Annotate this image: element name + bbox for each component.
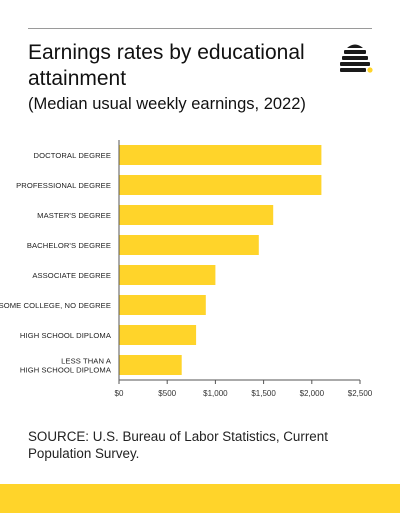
x-tick-label: $0	[115, 389, 124, 398]
x-tick-label: $2,500	[348, 389, 373, 398]
bar-chart: DOCTORAL DEGREE PROFESSIONAL DEGREE MASTER…	[0, 140, 373, 398]
bar	[119, 205, 274, 225]
bar	[119, 175, 322, 195]
chart-subtitle: (Median usual weekly earnings, 2022)	[28, 95, 306, 113]
category-label: ASSOCIATE DEGREE	[32, 271, 111, 280]
bar	[119, 295, 206, 315]
top-divider	[28, 28, 372, 29]
category-label: HIGH SCHOOL DIPLOMA	[20, 331, 112, 340]
chart-title: Earnings rates by educational attainment	[28, 41, 305, 90]
beehive-logo-icon	[340, 44, 373, 73]
bar	[119, 145, 322, 165]
x-tick-label: $500	[158, 389, 176, 398]
bar	[119, 325, 197, 345]
category-label: SOME COLLEGE, NO DEGREE	[0, 301, 111, 310]
footer-bar	[0, 484, 400, 513]
category-label: BACHELOR'S DEGREE	[27, 241, 111, 250]
category-label: LESS THAN A HIGH SCHOOL DIPLOMA	[20, 356, 112, 374]
bar	[119, 265, 216, 285]
bar	[119, 355, 182, 375]
source-note: SOURCE: U.S. Bureau of Labor Statistics,…	[28, 429, 328, 461]
category-label: DOCTORAL DEGREE	[34, 151, 111, 160]
category-label: PROFESSIONAL DEGREE	[16, 181, 111, 190]
x-tick-label: $2,000	[300, 389, 325, 398]
category-label: MASTER'S DEGREE	[37, 211, 111, 220]
bar	[119, 235, 259, 255]
x-tick-label: $1,000	[203, 389, 228, 398]
x-tick-label: $1,500	[251, 389, 276, 398]
